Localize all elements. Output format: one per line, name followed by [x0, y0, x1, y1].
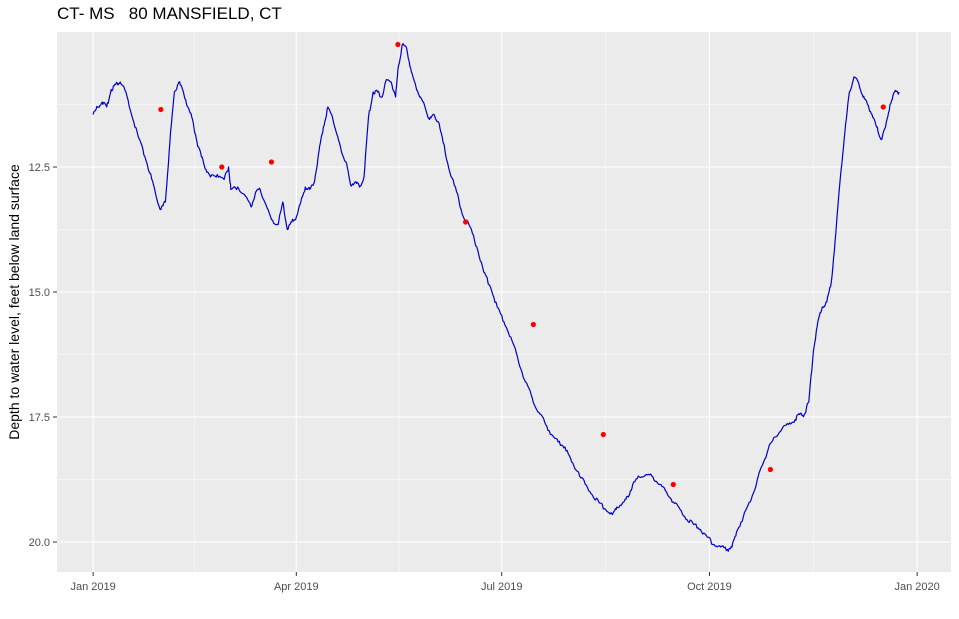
- y-tick-label: 15.0: [29, 287, 50, 299]
- y-axis-title: Depth to water level, feet below land su…: [6, 164, 22, 440]
- x-tick-label: Jul 2019: [481, 581, 523, 593]
- measurement-point: [880, 104, 886, 110]
- axis-ticks: [53, 166, 918, 576]
- axis-labels: 12.5 15.0 17.5 20.0 Jan 2019 Apr 2019 Jul 2019…: [29, 162, 940, 593]
- measurement-point: [395, 41, 401, 48]
- measurement-point: [600, 431, 606, 438]
- measurement-point: [670, 481, 676, 488]
- measurement-point: [268, 159, 275, 165]
- y-tick-label: 20.0: [29, 537, 50, 549]
- x-tick-label: Jan 2020: [895, 581, 940, 593]
- grid-major: [57, 32, 951, 572]
- y-tick-label: 17.5: [29, 412, 50, 424]
- grid-minor: [57, 32, 951, 572]
- x-tick-label: Jan 2019: [70, 581, 115, 593]
- water-level-line: [92, 43, 900, 552]
- x-tick-label: Oct 2019: [687, 581, 732, 593]
- x-tick-label: Apr 2019: [274, 581, 319, 593]
- measurement-point: [767, 466, 773, 473]
- measurement-point: [158, 106, 164, 113]
- measurement-point: [530, 321, 536, 328]
- measurement-point: [463, 219, 469, 225]
- y-tick-label: 12.5: [29, 162, 50, 174]
- series-layer: [92, 43, 900, 552]
- chart-title: CT- MS 80 MANSFIELD, CT: [57, 4, 282, 23]
- marker-layer: [158, 41, 886, 488]
- plot-panel: [57, 32, 951, 572]
- measurement-point: [219, 164, 225, 170]
